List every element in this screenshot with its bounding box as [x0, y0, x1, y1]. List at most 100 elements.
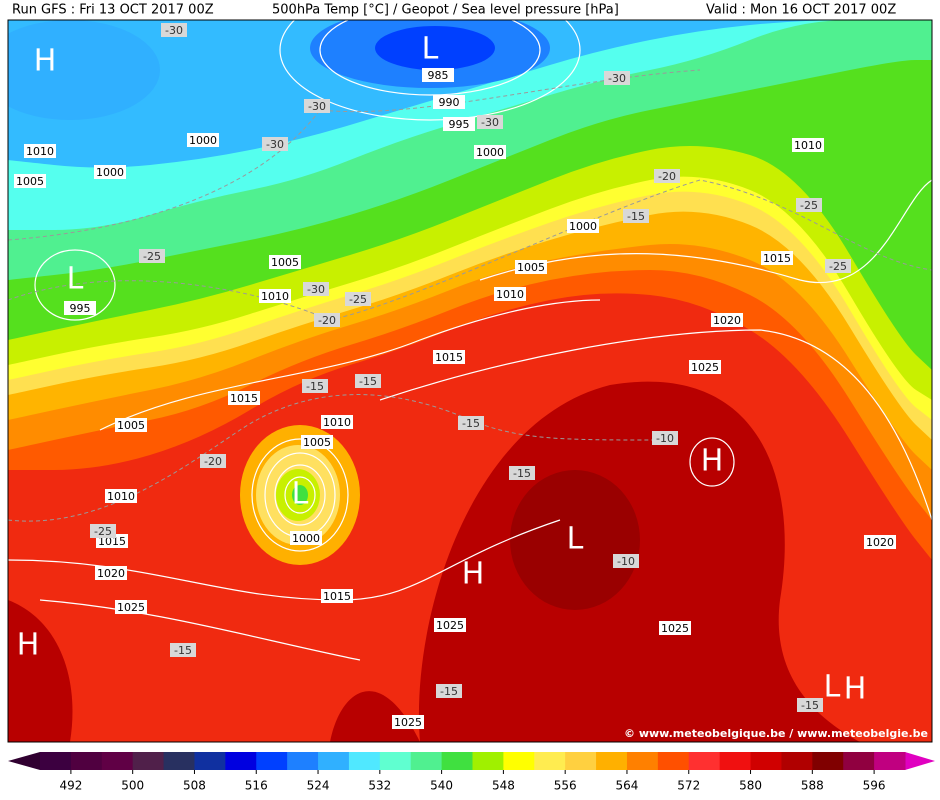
isobar-label: 985	[428, 69, 449, 82]
isobar-label: 1025	[436, 619, 464, 632]
temperature-label: -30	[165, 24, 183, 37]
colorbar-tick-label: 564	[616, 779, 639, 793]
isobar-label-box	[95, 566, 127, 580]
temperature-label: -30	[266, 138, 284, 151]
colorbar-tick-label: 500	[121, 779, 144, 793]
cyclone-core	[292, 485, 308, 505]
colorbar-segment	[874, 752, 906, 770]
warm-core	[510, 470, 640, 610]
isobar-label: 1015	[323, 590, 351, 603]
pressure-center: L	[567, 522, 584, 557]
isobar-label: 1010	[323, 416, 351, 429]
temperature-label: -15	[306, 380, 324, 393]
colorbar-segment	[132, 752, 165, 770]
colorbar-segment	[565, 752, 597, 770]
temperature-band	[8, 20, 932, 168]
isobar-label-box	[392, 715, 424, 729]
colorbar-segment	[657, 752, 690, 770]
colorbar-tick-label: 572	[677, 779, 700, 793]
colorbar-tick-label: 532	[368, 779, 391, 793]
temperature-label: -25	[829, 260, 847, 273]
isobar-label-box	[711, 313, 743, 327]
temperature-label: -10	[656, 432, 674, 445]
colorbar-segment	[379, 752, 412, 770]
colorbar-segment	[225, 752, 257, 770]
temperature-label-box	[458, 416, 484, 430]
isobar-label-box	[94, 165, 126, 179]
isobar-label-box	[105, 489, 137, 503]
isobar-label-box	[433, 350, 465, 364]
temperature-label-box	[314, 313, 340, 327]
pressure-center: H	[34, 44, 57, 79]
isobar-label: 1025	[117, 601, 145, 614]
isobar-label: 1025	[691, 361, 719, 374]
isobar-label-box	[761, 251, 793, 265]
isobar-label-box	[515, 260, 547, 274]
temperature-label: -25	[94, 525, 112, 538]
isobar-label-box	[443, 117, 475, 131]
temperature-label-box	[139, 249, 165, 263]
colorbar-segment	[318, 752, 350, 770]
isobar-label-box	[14, 174, 46, 188]
temperature-label-box	[509, 466, 535, 480]
colorbar-tick-label: 556	[554, 779, 577, 793]
map-labels: 985 990 995 1000 1000 1010 1005 1000 995 1005 1010…	[14, 23, 896, 729]
isobar-label: 995	[449, 118, 470, 131]
isobar-label: 1015	[98, 535, 126, 548]
colorbar-tick-label: 588	[801, 779, 824, 793]
pressure-center: L	[292, 477, 309, 512]
temperature-label: -25	[349, 293, 367, 306]
colorbar-tick-label: 580	[739, 779, 762, 793]
isobar-label-box	[792, 138, 824, 152]
map-frame	[7, 19, 933, 743]
temperature-label-box	[654, 169, 680, 183]
isobar-label-box	[433, 95, 465, 109]
temperature-label: -25	[143, 250, 161, 263]
colorbar-tick-label: 596	[863, 779, 886, 793]
colorbar-segment	[812, 752, 844, 770]
isobar-label: 1010	[496, 288, 524, 301]
cold-region	[8, 20, 160, 120]
temperature-label: -15	[440, 685, 458, 698]
temperature-label: -30	[608, 72, 626, 85]
isobar-label: 1025	[661, 622, 689, 635]
isobar-label-box	[269, 255, 301, 269]
temperature-label-box	[90, 524, 116, 538]
temperature-label-box	[345, 292, 371, 306]
isobar-label: 1005	[117, 419, 145, 432]
temperature-label-box	[604, 71, 630, 85]
temperature-label-box	[613, 554, 639, 568]
pressure-center: H	[701, 444, 724, 479]
colorbar-segment	[256, 752, 288, 770]
isobar-label-box	[301, 435, 333, 449]
colorbar-segment	[503, 752, 535, 770]
temperature-label-box	[623, 209, 649, 223]
colorbar-segment	[843, 752, 875, 770]
temperature-label-box	[200, 454, 226, 468]
colorbar-segment	[472, 752, 504, 770]
isobar-label: 1015	[435, 351, 463, 364]
colorbar-segment	[750, 752, 782, 770]
temperature-label: -15	[359, 375, 377, 388]
isobar-label-box	[321, 589, 353, 603]
product-label: 500hPa Temp [°C] / Geopot / Sea level pr…	[272, 3, 619, 18]
temperature-label-box	[161, 23, 187, 37]
temperature-label-box	[304, 99, 330, 113]
temperature-label-box	[302, 379, 328, 393]
colorbar-arrow-left	[8, 752, 40, 770]
isobar-label: 1025	[394, 716, 422, 729]
isobar-label-box	[187, 133, 219, 147]
copyright: © www.meteobelgique.be / www.meteobelgie…	[624, 727, 928, 740]
pressure-center: L	[824, 670, 841, 705]
colorbar-segment	[348, 752, 381, 770]
isobar-label: 1000	[569, 220, 597, 233]
temperature-label: -30	[308, 100, 326, 113]
isobar-label: 1000	[96, 166, 124, 179]
colorbar-segment	[596, 752, 628, 770]
temperature-label: -20	[658, 170, 676, 183]
colorbar-segment	[410, 752, 443, 770]
pressure-center: H	[462, 557, 485, 592]
isobar-label-box	[290, 531, 322, 545]
temperature-label: -25	[800, 199, 818, 212]
